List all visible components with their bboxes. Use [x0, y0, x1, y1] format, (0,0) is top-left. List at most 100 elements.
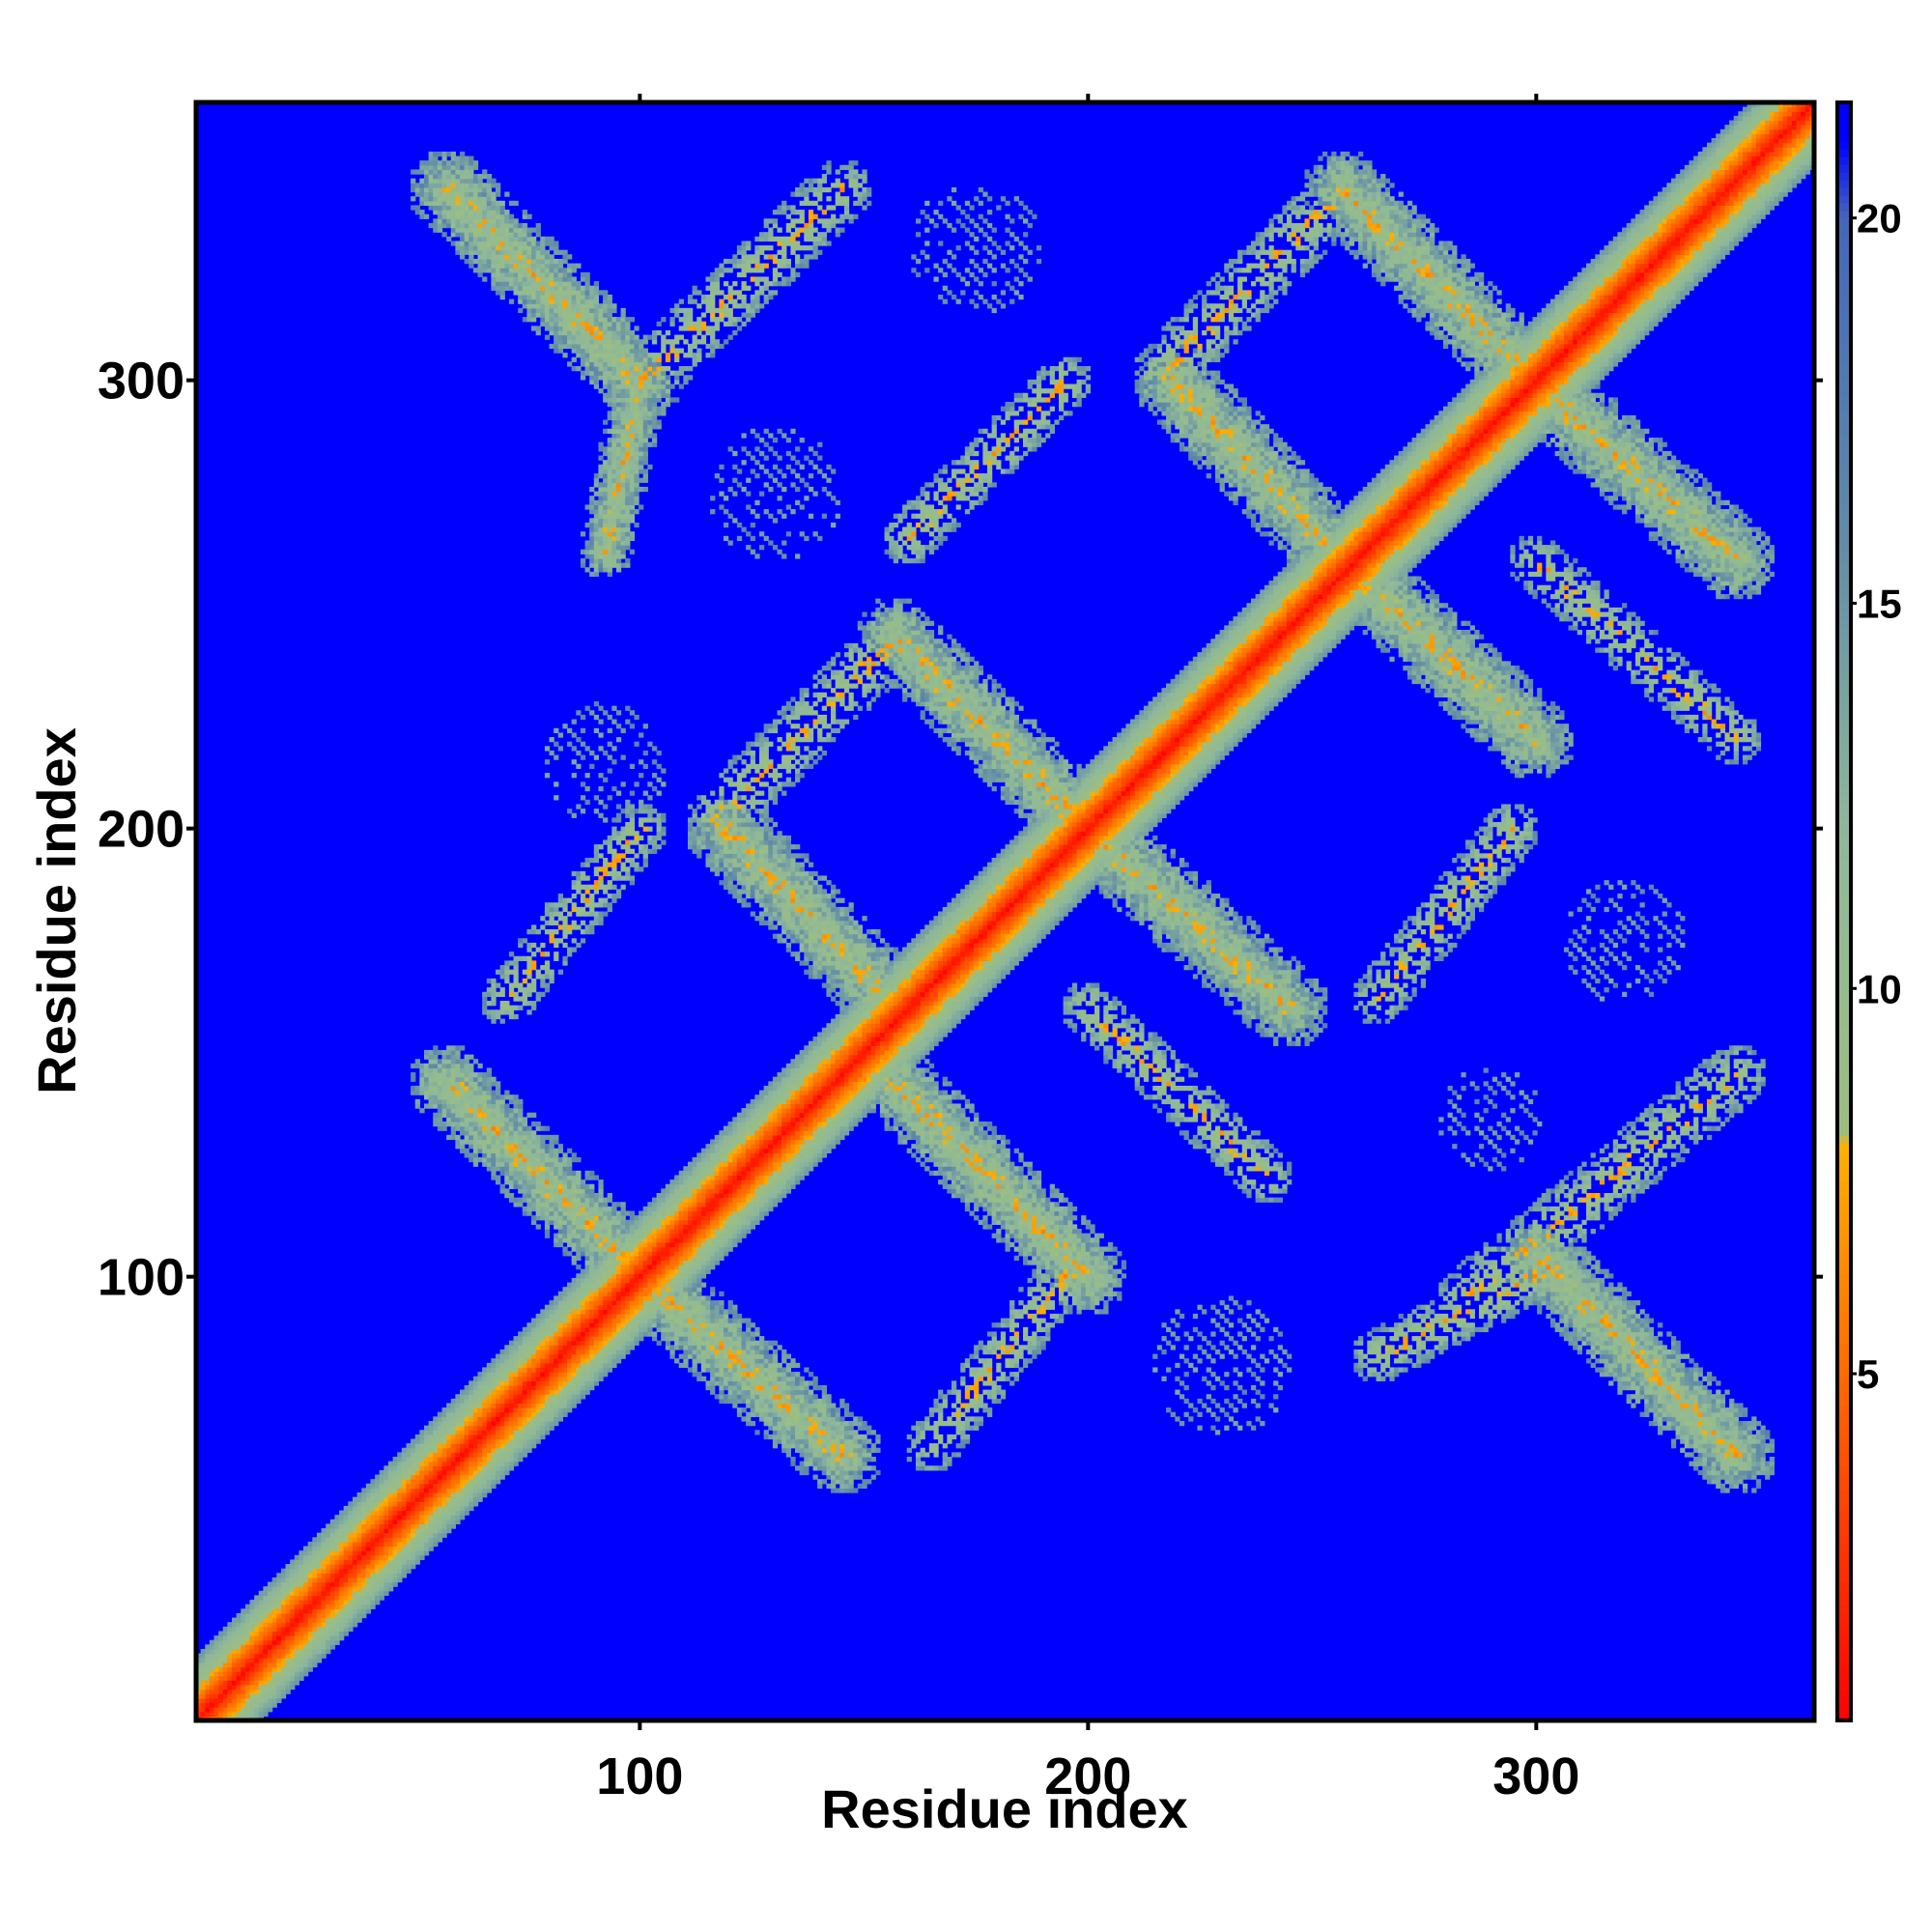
heatmap-cell — [339, 1600, 344, 1605]
heatmap-cell — [491, 214, 496, 219]
heatmap-cell — [500, 245, 505, 250]
heatmap-cell — [523, 1179, 527, 1184]
heatmap-cell — [509, 1448, 514, 1453]
heatmap-cell — [303, 1605, 308, 1609]
heatmap-cell — [550, 1327, 554, 1332]
heatmap-cell — [585, 1176, 590, 1180]
heatmap-cell — [308, 1600, 313, 1605]
heatmap-cell — [469, 165, 473, 170]
heatmap-cell — [388, 1511, 393, 1516]
heatmap-cell — [581, 299, 585, 304]
heatmap-cell — [419, 1497, 424, 1502]
heatmap-cell — [572, 322, 577, 327]
heatmap-cell — [438, 1108, 442, 1113]
heatmap-cell — [523, 1117, 527, 1122]
heatmap-cell — [608, 1256, 612, 1261]
heatmap-cell — [446, 1430, 451, 1435]
heatmap-cell — [598, 371, 603, 376]
heatmap-cell — [504, 965, 509, 970]
heatmap-cell — [465, 1072, 469, 1077]
heatmap-cell — [218, 1671, 223, 1676]
heatmap-cell — [451, 179, 456, 184]
heatmap-cell — [576, 907, 581, 912]
heatmap-cell — [496, 1470, 500, 1475]
heatmap-cell — [317, 1559, 322, 1564]
heatmap-cell — [598, 921, 603, 925]
heatmap-cell — [562, 1202, 567, 1207]
heatmap-cell — [218, 1635, 223, 1640]
heatmap-cell — [611, 514, 616, 519]
heatmap-cell — [603, 339, 608, 344]
heatmap-cell — [259, 1595, 264, 1600]
heatmap-cell — [491, 1390, 496, 1395]
heatmap-cell — [526, 1385, 531, 1390]
heatmap-cell — [322, 1600, 327, 1605]
heatmap-cell — [429, 1465, 434, 1470]
heatmap-cell — [545, 264, 550, 269]
heatmap-cell — [572, 1260, 577, 1264]
heatmap-cell — [451, 223, 456, 228]
heatmap-cell — [558, 308, 563, 313]
heatmap-cell — [245, 1690, 250, 1694]
heatmap-cell — [572, 1152, 577, 1157]
heatmap-cell — [227, 1635, 232, 1640]
heatmap-cell — [429, 152, 434, 156]
heatmap-cell — [523, 1448, 527, 1453]
heatmap-cell — [550, 308, 554, 313]
heatmap-cell — [594, 550, 599, 554]
heatmap-cell — [514, 1377, 519, 1381]
heatmap-cell — [509, 276, 514, 281]
heatmap-cell — [393, 1484, 398, 1489]
heatmap-cell — [531, 1319, 536, 1323]
heatmap-cell — [295, 1608, 299, 1613]
heatmap-cell — [303, 1555, 308, 1560]
heatmap-cell — [500, 1377, 505, 1381]
heatmap-cell — [608, 839, 612, 844]
heatmap-cell — [540, 1135, 545, 1140]
heatmap-cell — [455, 1126, 460, 1131]
heatmap-cell — [523, 987, 527, 992]
heatmap-cell — [357, 1523, 362, 1528]
heatmap-cell — [589, 317, 594, 322]
heatmap-cell — [370, 1492, 375, 1497]
heatmap-cell — [469, 1108, 473, 1113]
heatmap-cell — [334, 1533, 339, 1538]
heatmap-cell — [397, 1457, 402, 1462]
heatmap-cell — [473, 1072, 478, 1077]
heatmap-cell — [518, 276, 523, 281]
heatmap-cell — [550, 1354, 554, 1359]
heatmap-cell — [460, 218, 465, 223]
heatmap-cell — [469, 1055, 473, 1060]
heatmap-cell — [491, 268, 496, 272]
heatmap-cell — [380, 1586, 384, 1591]
heatmap-cell — [455, 1050, 460, 1055]
heatmap-cell — [469, 1157, 473, 1162]
heatmap-cell — [518, 299, 523, 304]
heatmap-cell — [406, 1484, 411, 1489]
heatmap-cell — [241, 1635, 245, 1640]
heatmap-cell — [558, 1202, 563, 1207]
heatmap-cell — [504, 1372, 509, 1377]
heatmap-cell — [465, 1416, 469, 1421]
heatmap-cell — [608, 478, 612, 483]
heatmap-cell — [411, 1091, 415, 1095]
heatmap-cell — [455, 1077, 460, 1082]
heatmap-cell — [482, 250, 487, 255]
heatmap-cell — [312, 1595, 317, 1600]
heatmap-cell — [514, 1430, 519, 1435]
heatmap-cell — [303, 1586, 308, 1591]
heatmap-cell — [558, 1367, 563, 1372]
heatmap-cell — [250, 1618, 255, 1623]
heatmap-cell — [500, 1443, 505, 1448]
heatmap-cell — [509, 245, 514, 250]
heatmap-cell — [589, 1176, 594, 1180]
heatmap-cell — [603, 1319, 608, 1323]
heatmap-cell — [581, 1327, 585, 1332]
heatmap-cell — [531, 1331, 536, 1336]
heatmap-cell — [429, 1501, 434, 1506]
heatmap-cell — [433, 1462, 438, 1466]
heatmap-cell — [594, 902, 599, 907]
heatmap-cell — [250, 1600, 255, 1605]
heatmap-cell — [603, 751, 608, 755]
heatmap-cell — [594, 563, 599, 568]
